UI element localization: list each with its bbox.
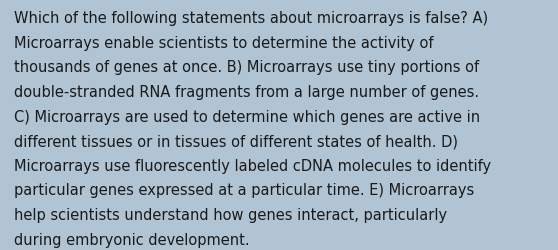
Text: different tissues or in tissues of different states of health. D): different tissues or in tissues of diffe… — [14, 134, 458, 149]
Text: C) Microarrays are used to determine which genes are active in: C) Microarrays are used to determine whi… — [14, 109, 480, 124]
Text: thousands of genes at once. B) Microarrays use tiny portions of: thousands of genes at once. B) Microarra… — [14, 60, 479, 75]
Text: Which of the following statements about microarrays is false? A): Which of the following statements about … — [14, 11, 488, 26]
Text: double-stranded RNA fragments from a large number of genes.: double-stranded RNA fragments from a lar… — [14, 85, 479, 100]
Text: help scientists understand how genes interact, particularly: help scientists understand how genes int… — [14, 207, 447, 222]
Text: Microarrays use fluorescently labeled cDNA molecules to identify: Microarrays use fluorescently labeled cD… — [14, 158, 491, 173]
Text: Microarrays enable scientists to determine the activity of: Microarrays enable scientists to determi… — [14, 36, 434, 51]
Text: during embryonic development.: during embryonic development. — [14, 232, 249, 247]
Text: particular genes expressed at a particular time. E) Microarrays: particular genes expressed at a particul… — [14, 183, 474, 198]
